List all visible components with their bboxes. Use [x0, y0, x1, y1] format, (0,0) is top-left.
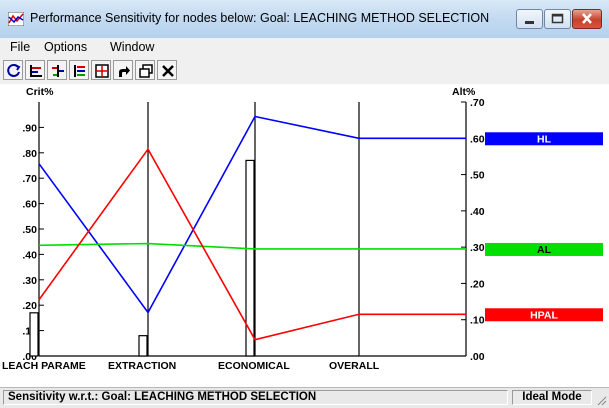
- right-tick-label: .60: [470, 133, 485, 145]
- criteria-bar: [245, 159, 255, 357]
- right-axis-title: Alt%: [452, 86, 476, 98]
- right-tick-label: .20: [470, 278, 485, 290]
- series-line-hpal: [38, 147, 466, 341]
- legend-swatch-al: [485, 242, 603, 256]
- criteria-button[interactable]: [47, 60, 67, 80]
- legend-label-al: AL: [537, 244, 552, 256]
- right-tick-label: .00: [470, 351, 485, 363]
- close-button[interactable]: [572, 9, 602, 29]
- maximize-icon: [551, 13, 564, 24]
- category-label: EXTRACTION: [108, 360, 176, 372]
- title-bar[interactable]: Performance Sensitivity for nodes below:…: [0, 0, 609, 39]
- criteria-bar: [138, 335, 148, 357]
- menu-window[interactable]: Window: [110, 40, 155, 54]
- app-chart-icon: [8, 12, 24, 26]
- list-button[interactable]: [69, 60, 89, 80]
- left-tick-label: .90: [22, 122, 37, 134]
- windows-icon: [139, 64, 153, 78]
- right-tick-label: .10: [470, 315, 485, 327]
- maximize-button[interactable]: [544, 9, 571, 29]
- left-tick-label: .20: [22, 300, 37, 312]
- left-axis-title: Crit%: [26, 86, 54, 98]
- category-label: ECONOMICAL: [218, 360, 290, 372]
- minimize-icon: [525, 21, 534, 24]
- menu-file[interactable]: File: [10, 40, 31, 54]
- category-label: OVERALL: [329, 360, 380, 372]
- close-chart-button[interactable]: [157, 60, 177, 80]
- legend-label-hpal: HPAL: [530, 309, 558, 321]
- series-line-hl: [38, 115, 466, 314]
- left-tick-label: .50: [22, 224, 37, 236]
- minimize-button[interactable]: [516, 9, 543, 29]
- criteria-bar: [29, 312, 39, 357]
- bar-chart-button[interactable]: [25, 60, 45, 80]
- menu-options[interactable]: Options: [44, 40, 88, 54]
- arrow-button[interactable]: [113, 60, 133, 80]
- legend-swatch-hl: [485, 132, 603, 146]
- left-tick-label: .80: [22, 148, 37, 160]
- right-tick-label: .30: [470, 242, 485, 254]
- menu-bar: File Options Window: [0, 38, 609, 58]
- refresh-icon: [7, 64, 21, 77]
- bar-chart-icon: [30, 65, 42, 77]
- resize-grip-icon[interactable]: [597, 396, 607, 406]
- right-tick-label: .50: [470, 170, 485, 182]
- status-bar: Sensitivity w.r.t.: Goal: LEACHING METHO…: [0, 387, 609, 408]
- right-tick-label: .70: [470, 97, 485, 109]
- chart-area: .00.10.20.30.40.50.60.70.80.90.00.10.20.…: [0, 84, 609, 387]
- close-icon: [582, 13, 592, 24]
- category-label: LEACH PARAME: [2, 360, 86, 372]
- criteria-icon: [52, 65, 64, 77]
- grid-button[interactable]: [91, 60, 111, 80]
- refresh-button[interactable]: [3, 60, 23, 80]
- left-tick-label: .60: [22, 199, 37, 211]
- left-tick-label: .40: [22, 249, 37, 261]
- arrow-icon: [119, 66, 130, 77]
- left-tick-label: .70: [22, 173, 37, 185]
- legend-label-hl: HL: [537, 133, 552, 145]
- left-tick-label: .30: [22, 275, 37, 287]
- series-line-al: [38, 242, 466, 250]
- close-x-icon: [162, 65, 174, 77]
- right-tick-label: .40: [470, 206, 485, 218]
- windows-button[interactable]: [135, 60, 155, 80]
- sensitivity-chart[interactable]: .00.10.20.30.40.50.60.70.80.90.00.10.20.…: [0, 84, 609, 387]
- window-title: Performance Sensitivity for nodes below:…: [30, 11, 490, 25]
- status-mode: Ideal Mode: [512, 390, 592, 405]
- toolbar: [0, 58, 609, 85]
- status-sensitivity-text: Sensitivity w.r.t.: Goal: LEACHING METHO…: [3, 390, 508, 405]
- legend-swatch-hpal: [485, 308, 603, 322]
- grid-icon: [95, 64, 109, 78]
- list-icon: [74, 65, 85, 77]
